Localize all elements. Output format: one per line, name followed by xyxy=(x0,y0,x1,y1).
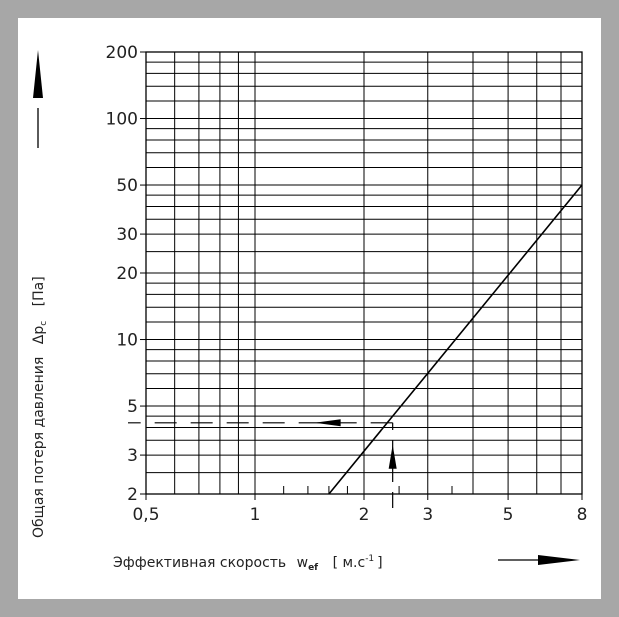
example-left-arrow xyxy=(314,419,341,427)
x-axis-title: Эффективная скорость wef [ м.с-1] xyxy=(113,554,383,574)
series-line xyxy=(328,184,583,495)
x-axis-symbol: w xyxy=(297,555,308,571)
series xyxy=(128,184,583,508)
y-tick-label: 2 xyxy=(127,485,138,505)
y-tick-label: 5 xyxy=(127,397,138,417)
y-axis-unit: [Па] xyxy=(31,276,47,306)
y-axis-arrow xyxy=(33,50,43,148)
x-tick-label: 2 xyxy=(359,505,370,525)
y-axis-title-text: Общая потеря давления Δpc [Па] xyxy=(31,276,50,538)
x-tick-label: 1 xyxy=(250,505,261,525)
y-axis-subscript: c xyxy=(39,321,49,326)
x-axis-label: Эффективная скорость xyxy=(113,555,286,571)
grid xyxy=(146,51,583,494)
y-tick-label: 50 xyxy=(116,176,138,196)
y-tick-label: 200 xyxy=(106,43,138,63)
y-tick-label: 3 xyxy=(127,446,138,466)
y-axis-symbol: Δp xyxy=(31,326,47,345)
y-tick-label: 20 xyxy=(116,264,138,284)
y-tick-label: 30 xyxy=(116,225,138,245)
pressure-loss-chart: 0,5 1 2 3 5 8 2 3 5 10 20 30 50 100 200 Эффективная ск… xyxy=(31,43,588,574)
y-axis-label: Общая потеря давления xyxy=(31,357,47,538)
x-tick-label: 0,5 xyxy=(132,505,159,525)
tick-labels: 0,5 1 2 3 5 8 2 3 5 10 20 30 50 100 200 xyxy=(106,43,588,525)
x-tick-label: 8 xyxy=(577,505,588,525)
example-up-arrow xyxy=(388,444,397,469)
x-axis-unit-sup: -1 xyxy=(365,554,374,564)
y-tick-label: 100 xyxy=(106,110,138,130)
x-axis-unit-open: [ м.с xyxy=(333,555,366,571)
chart-panel: 0,5 1 2 3 5 8 2 3 5 10 20 30 50 100 200 Эффективная ск… xyxy=(18,18,601,599)
x-tick-label: 3 xyxy=(422,505,433,525)
x-axis-unit-close: ] xyxy=(377,555,382,571)
x-axis-arrow xyxy=(498,555,580,565)
x-tick-label: 5 xyxy=(503,505,514,525)
y-tick-label: 10 xyxy=(116,331,138,351)
x-axis-subscript: ef xyxy=(308,563,318,573)
